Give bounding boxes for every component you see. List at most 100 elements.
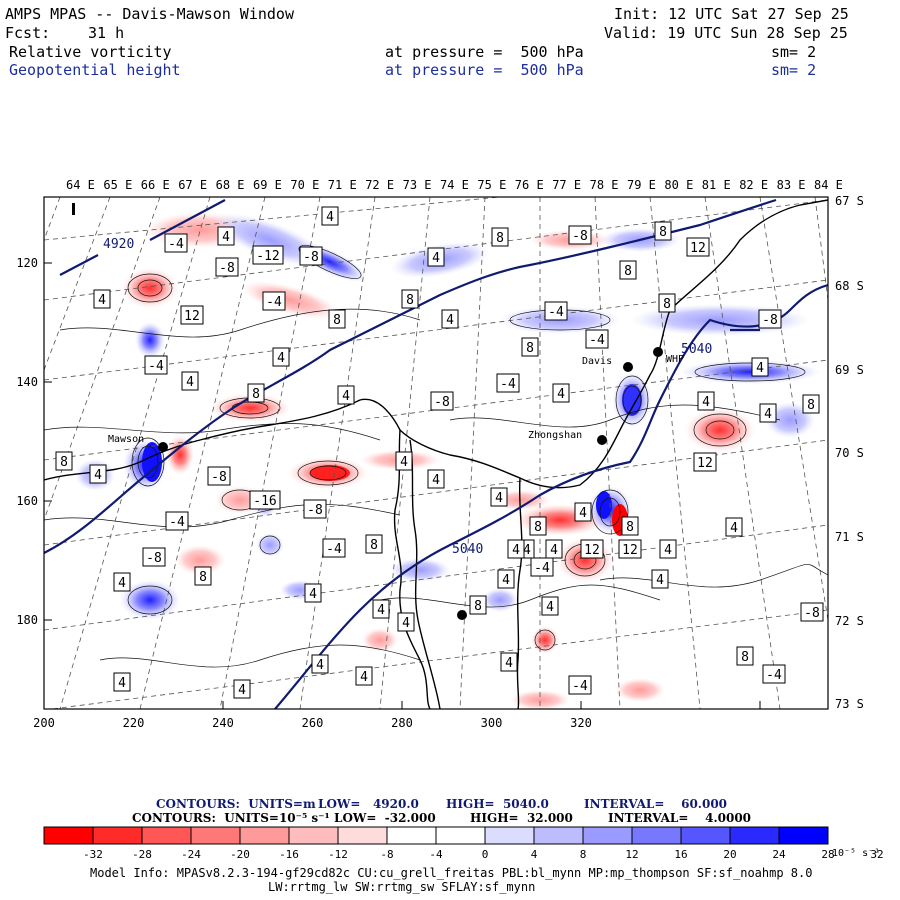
x-axis-label: 300 <box>481 716 503 730</box>
vort-contours-low: LOW= -32.000 <box>334 811 436 825</box>
vort-label-box <box>322 538 346 558</box>
vort-label-box <box>304 583 322 603</box>
vort-label: 8 <box>659 225 667 240</box>
vort-label: -4 <box>534 561 550 576</box>
lon-label: 84 E <box>814 178 843 192</box>
color-scale-label: -4 <box>429 848 443 861</box>
vort-label: 4 <box>656 573 664 588</box>
lon-label: 76 E <box>515 178 544 192</box>
lat-label: 72 S <box>835 614 864 628</box>
vort-label-box <box>618 539 642 559</box>
lon-label: 73 E <box>403 178 432 192</box>
color-scale-label: -16 <box>279 848 299 861</box>
vort-label-box <box>252 245 284 265</box>
vort-label-box <box>497 569 515 589</box>
vort-label: 4 <box>512 543 520 558</box>
vort-label-box <box>659 539 677 559</box>
vort-label: 4 <box>94 468 102 483</box>
vort-label: 4 <box>557 387 565 402</box>
vort-label-box <box>491 227 509 247</box>
lon-label: 70 E <box>290 178 319 192</box>
vort-label-box <box>658 293 676 313</box>
color-scale-label: 4 <box>531 848 538 861</box>
color-scale-units: 10⁻⁵ s⁻¹ <box>832 848 880 859</box>
vort-label-box <box>194 566 212 586</box>
vort-label: 8 <box>626 520 634 535</box>
vort-label-box <box>545 539 563 559</box>
vort-label: 8 <box>807 398 815 413</box>
vort-label-box <box>180 305 204 325</box>
vort-label-box <box>427 247 445 267</box>
lon-label: 83 E <box>777 178 806 192</box>
vort-label: 4 <box>377 603 385 618</box>
station-label: WHP <box>666 354 684 365</box>
color-scale-label: 28 <box>821 848 834 861</box>
lon-label: 72 E <box>365 178 394 192</box>
station-label: Mawson <box>108 434 144 445</box>
lon-label: 64 E <box>66 178 95 192</box>
vort-label-box <box>247 383 265 403</box>
vort-label: 8 <box>333 313 341 328</box>
vort-label: 4 <box>360 670 368 685</box>
lon-label: 67 E <box>178 178 207 192</box>
vort-label: 8 <box>496 231 504 246</box>
vort-label: 8 <box>526 341 534 356</box>
color-scale-label: -32 <box>83 848 103 861</box>
vort-label-box <box>430 391 454 411</box>
vort-label: -4 <box>548 305 564 320</box>
vort-label-box <box>697 391 715 411</box>
vort-label-box <box>441 309 459 329</box>
vort-label: 4 <box>432 473 440 488</box>
color-scale-label: 20 <box>723 848 736 861</box>
color-scale-swatch <box>631 826 682 845</box>
lat-label: 67 S <box>835 194 864 208</box>
x-axis-label: 280 <box>391 716 413 730</box>
lon-label: 82 E <box>739 178 768 192</box>
vort-label-box <box>337 385 355 405</box>
y-axis-label: 120 <box>16 256 38 270</box>
vort-label-box <box>217 226 235 246</box>
y-axis-label: 180 <box>16 613 38 627</box>
vort-label-box <box>500 652 518 672</box>
field2-level: at pressure = 500 hPa <box>385 61 584 79</box>
station-markers <box>158 347 663 620</box>
vort-label: 4 <box>505 656 513 671</box>
vort-label-box <box>800 602 824 622</box>
x-axis-label: 240 <box>212 716 234 730</box>
vort-label: 8 <box>534 520 542 535</box>
vort-label: 4 <box>186 375 194 390</box>
x-axis-label: 200 <box>33 716 55 730</box>
vort-label-box <box>654 221 672 241</box>
lon-label: 75 E <box>477 178 506 192</box>
vort-label: 4 <box>277 351 285 366</box>
vort-label: 4 <box>495 491 503 506</box>
lon-label: 78 E <box>590 178 619 192</box>
vort-label: 4 <box>446 313 454 328</box>
map-frame <box>43 196 829 710</box>
vort-label-box <box>372 599 390 619</box>
physics-info: LW:rrtmg_lw SW:rrtmg_sw SFLAY:sf_mynn <box>268 880 536 894</box>
height-contours-units: CONTOURS: UNITS=m <box>156 797 316 811</box>
vort-label-box <box>507 539 525 559</box>
vort-label: 4 <box>764 407 772 422</box>
lon-label: 65 E <box>103 178 132 192</box>
vort-label-box <box>585 329 609 349</box>
vort-label-box <box>249 490 281 510</box>
field1-smoothing: sm= 2 <box>771 43 817 61</box>
vort-label-box <box>530 557 554 577</box>
vort-label: 4 <box>118 676 126 691</box>
vort-label: 4 <box>222 230 230 245</box>
color-scale-swatch <box>582 826 633 845</box>
forecast-hour: 31 h <box>88 24 125 42</box>
vort-label-box <box>725 517 743 537</box>
vort-label: -4 <box>572 679 588 694</box>
color-scale-swatch <box>484 826 535 845</box>
field2-name: Geopotential height <box>9 61 181 79</box>
vort-label-box <box>233 679 251 699</box>
vort-label: 8 <box>406 293 414 308</box>
vort-label: 4 <box>402 616 410 631</box>
height-contours-interval: INTERVAL= 60.000 <box>584 797 728 811</box>
vort-label: 8 <box>252 387 260 402</box>
vort-label: 4 <box>664 543 672 558</box>
lat-label: 71 S <box>835 530 864 544</box>
